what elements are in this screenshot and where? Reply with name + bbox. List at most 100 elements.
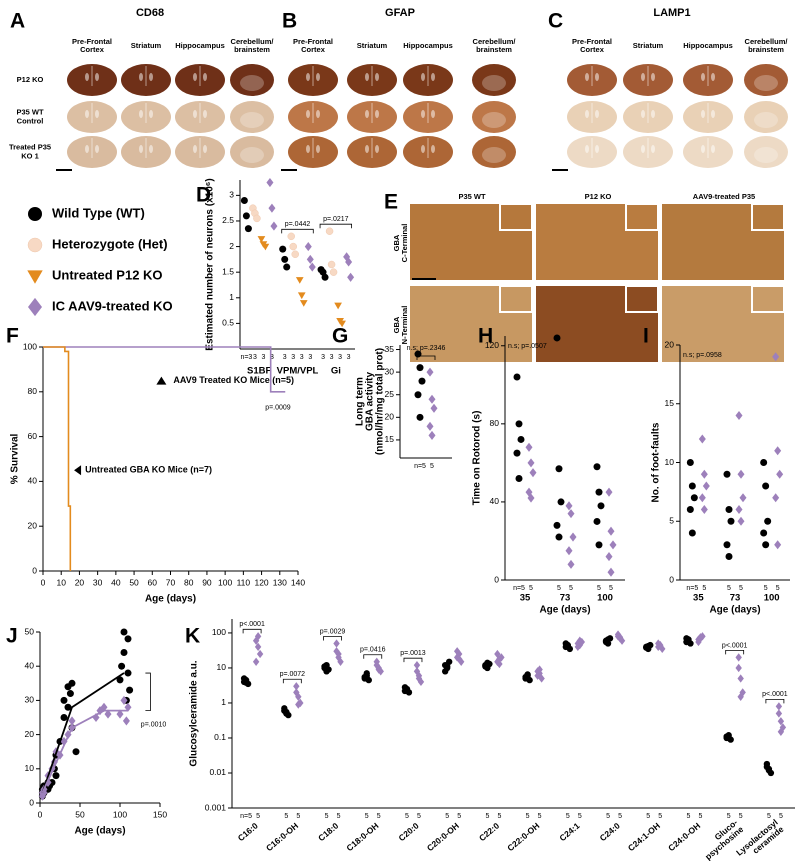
series-label: Untreated GBA KO Mice (n=7) <box>85 465 212 475</box>
p-bracket <box>363 654 383 659</box>
data-point <box>595 541 603 549</box>
survival-line <box>43 346 72 571</box>
section-ventricle <box>585 110 589 118</box>
tissue-section <box>175 136 225 168</box>
n-label: 3 <box>330 354 334 361</box>
x-tick-label: 110 <box>237 577 251 587</box>
category-label: C16:0 <box>236 820 260 843</box>
section-inner <box>754 75 778 91</box>
panel-title: LAMP1 <box>653 7 690 19</box>
data-point <box>126 686 134 694</box>
data-point <box>293 688 300 697</box>
data-point <box>776 469 784 479</box>
category-label-group: C24:0-OH <box>666 821 702 854</box>
micrograph-inset <box>499 285 533 313</box>
data-point <box>283 263 291 271</box>
data-point <box>283 708 290 716</box>
data-point <box>295 277 304 284</box>
panel-letter: K <box>185 625 200 648</box>
tissue-section <box>567 101 617 133</box>
tissue-section <box>744 101 788 133</box>
column-label: Cerebellum/ <box>231 37 275 46</box>
survival-line <box>43 346 286 393</box>
data-point <box>295 700 302 709</box>
y-axis-label: Estimated number of neurons (x10⁶) <box>205 178 216 350</box>
row-label: C-Terminal <box>400 224 409 263</box>
data-point <box>605 487 613 497</box>
section-ventricle <box>139 73 143 81</box>
data-point <box>695 637 702 647</box>
data-point <box>281 255 289 263</box>
data-point <box>702 481 710 491</box>
data-point <box>727 517 735 525</box>
x-axis-label: Age (days) <box>145 594 196 605</box>
section-inner <box>754 147 778 163</box>
data-point <box>92 712 100 723</box>
column-label: Striatum <box>131 41 162 50</box>
x-axis-label: Age (days) <box>539 605 590 616</box>
p-value-label: p<.0001 <box>239 621 265 628</box>
p-value-label: p=.0009 <box>265 404 291 411</box>
row-label-group: GBA N-Terminal <box>392 306 409 345</box>
section-ventricle <box>431 73 435 81</box>
data-point <box>779 723 787 732</box>
section-inner <box>240 112 264 128</box>
category-label: C24:1 <box>557 820 581 843</box>
p-value-label: p=.0217 <box>323 216 349 223</box>
panel-letter: D <box>196 184 211 207</box>
data-point <box>242 212 250 220</box>
tissue-section <box>288 101 338 133</box>
data-point <box>760 529 768 537</box>
p-bracket <box>282 678 302 684</box>
data-point <box>775 709 783 718</box>
n-label: 5 <box>325 813 329 820</box>
x-tick-label: 70 <box>166 577 176 587</box>
legend-marker <box>27 270 43 284</box>
data-point <box>120 628 128 636</box>
data-point <box>333 639 340 648</box>
section-ventricle <box>701 73 705 81</box>
data-point <box>595 488 603 496</box>
y-tick-label: 20 <box>665 339 675 349</box>
data-point <box>418 377 426 385</box>
n-label: 5 <box>405 813 409 820</box>
section-ventricle <box>149 145 153 153</box>
panel-letter: B <box>282 10 297 33</box>
category-label: 100 <box>597 593 613 604</box>
data-point <box>291 250 299 259</box>
data-point <box>534 667 541 676</box>
category-label: 100 <box>764 593 780 604</box>
section-ventricle <box>641 73 645 81</box>
y-tick-label: 1 <box>221 697 226 707</box>
p-bracket <box>416 355 436 360</box>
legend-label: Wild Type (WT) <box>52 205 145 220</box>
column-label: brainstem <box>476 45 512 54</box>
y-tick-label: 40 <box>490 496 500 506</box>
data-point <box>593 463 601 471</box>
y-tick-label: 35 <box>385 344 395 354</box>
category-label: 35 <box>520 593 531 604</box>
data-point <box>279 245 287 253</box>
legend-marker <box>28 207 42 221</box>
section-inner <box>482 75 506 91</box>
y-axis-label: Time on Rotorod (s) <box>472 411 483 506</box>
legend-marker <box>28 297 42 317</box>
row-label: N-Terminal <box>400 306 409 345</box>
data-point <box>338 320 346 328</box>
y-axis-label: % Survival <box>10 433 21 484</box>
data-point <box>68 716 76 726</box>
tissue-section <box>347 136 397 168</box>
section-ventricle <box>585 73 589 81</box>
panel-letter: G <box>332 325 348 348</box>
tissue-section <box>472 101 516 133</box>
section-ventricle <box>421 73 425 81</box>
x-tick-label: 60 <box>148 577 158 587</box>
n-label: 5 <box>557 585 561 592</box>
data-point <box>417 677 425 687</box>
data-point <box>116 676 124 684</box>
p-bracket <box>242 628 262 634</box>
data-point <box>293 682 300 691</box>
tissue-section <box>121 101 171 133</box>
data-point <box>700 469 708 479</box>
